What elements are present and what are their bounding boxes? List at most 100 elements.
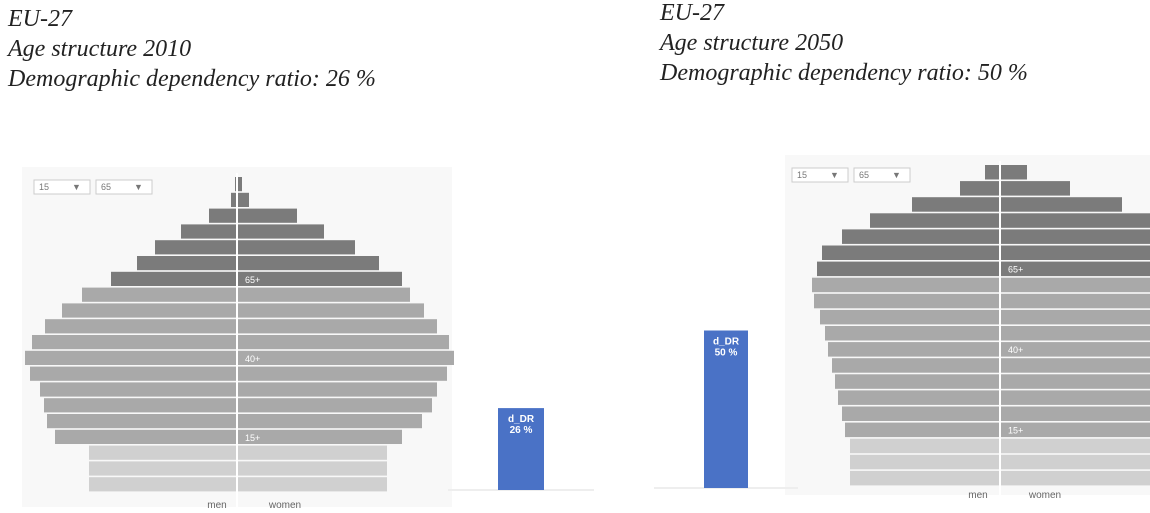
bar-women-70-74: [1000, 245, 1150, 260]
ratio-bar-name: d_DR: [713, 337, 740, 348]
bar-men-30-34: [835, 374, 1000, 389]
women-label: women: [268, 500, 301, 511]
bar-men-35-39: [30, 366, 237, 381]
bar-women-50-54: [237, 319, 437, 334]
bar-women-60-64: [1000, 277, 1150, 293]
caption-ratio: Demographic dependency ratio: 50 %: [660, 60, 1028, 86]
bar-men-50-54: [45, 319, 237, 334]
bar-men-0-4: [89, 477, 237, 492]
bar-women-10-14: [1000, 438, 1150, 454]
bar-women-40-44: [237, 350, 454, 365]
upper-age-select[interactable]: 65 ▼: [95, 179, 153, 195]
age-band-label: 15+: [245, 433, 260, 443]
bar-men-80-84: [181, 224, 237, 239]
bar-women-75-79: [237, 240, 355, 255]
bar-men-55-59: [62, 303, 237, 318]
bar-women-75-79: [1000, 229, 1150, 244]
age-band-label: 65+: [245, 275, 260, 285]
ratio-bar-value: 50 %: [715, 348, 738, 359]
bar-women-30-34: [1000, 374, 1150, 389]
bar-women-65-69: [237, 271, 402, 286]
bar-men-25-29: [44, 398, 237, 413]
select-value: 65: [859, 170, 869, 180]
lower-age-select[interactable]: 15 ▼: [791, 167, 849, 183]
caption-region: EU-27: [8, 6, 72, 32]
age-band-label: 15+: [1008, 426, 1023, 436]
select-box[interactable]: [791, 167, 849, 183]
bar-women-30-34: [237, 382, 437, 397]
ratio-bar-name: d_DR: [508, 414, 535, 425]
bar-men-15-19: [55, 429, 237, 444]
bar-women-55-59: [237, 303, 424, 318]
bar-women-15-19: [237, 429, 402, 444]
bar-women-20-24: [1000, 406, 1150, 421]
caption-2010: EU-27 Age structure 2010 Demographic dep…: [8, 4, 376, 94]
bar-women-95+: [1000, 165, 1027, 180]
bar-women-95+: [237, 177, 242, 192]
bar-men-65-69: [817, 261, 1000, 277]
select-value: 15: [797, 170, 807, 180]
men-label: men: [207, 500, 226, 511]
bar-women-55-59: [1000, 293, 1150, 309]
dependency-ratio-bar: [498, 408, 544, 490]
bar-men-20-24: [842, 406, 1000, 421]
chevron-down-icon: ▼: [72, 182, 81, 192]
upper-age-select[interactable]: 65 ▼: [853, 167, 911, 183]
bar-women-85-89: [1000, 197, 1122, 212]
bar-women-20-24: [237, 414, 422, 429]
caption-title: Age structure 2050: [660, 30, 844, 56]
bar-men-70-74: [137, 256, 237, 271]
bar-women-15-19: [1000, 422, 1150, 438]
select-value: 15: [39, 182, 49, 192]
bar-men-40-44: [828, 342, 1000, 357]
chevron-down-icon: ▼: [892, 170, 901, 180]
bar-women-50-54: [1000, 309, 1150, 325]
bar-men-5-9: [89, 461, 237, 476]
bar-women-60-64: [237, 287, 410, 302]
bar-men-30-34: [40, 382, 237, 397]
bar-men-10-14: [89, 445, 237, 460]
bar-women-25-29: [237, 398, 432, 413]
bar-men-75-79: [155, 240, 237, 255]
select-box[interactable]: [95, 179, 153, 195]
dependency-ratio-bar: [704, 330, 748, 488]
bar-men-55-59: [814, 293, 1000, 309]
bar-men-75-79: [842, 229, 1000, 244]
bar-men-10-14: [850, 438, 1000, 454]
caption-title: Age structure 2010: [8, 36, 192, 62]
chevron-down-icon: ▼: [134, 182, 143, 192]
bar-men-25-29: [838, 390, 1000, 405]
bar-women-70-74: [237, 256, 379, 271]
lower-age-select[interactable]: 15 ▼: [33, 179, 91, 195]
bar-women-25-29: [1000, 390, 1150, 405]
bar-men-85-89: [912, 197, 1000, 212]
bar-men-90-94: [231, 192, 237, 207]
bar-women-65-69: [1000, 261, 1150, 277]
bar-women-80-84: [1000, 213, 1150, 228]
bar-men-50-54: [820, 309, 1000, 325]
bar-men-60-64: [812, 277, 1000, 293]
age-band-label: 40+: [245, 354, 260, 364]
bar-women-10-14: [237, 445, 387, 460]
bar-men-65-69: [111, 271, 237, 286]
select-box[interactable]: [853, 167, 911, 183]
select-box[interactable]: [33, 179, 91, 195]
caption-region: EU-27: [660, 0, 724, 26]
bar-women-5-9: [1000, 454, 1150, 470]
bar-men-20-24: [47, 414, 237, 429]
bar-men-60-64: [82, 287, 237, 302]
bar-women-45-49: [237, 335, 449, 350]
age-band-label: 40+: [1008, 345, 1023, 355]
bar-men-40-44: [25, 350, 237, 365]
ratio-bar-value: 26 %: [510, 425, 533, 436]
bar-men-35-39: [832, 358, 1000, 373]
bar-women-40-44: [1000, 342, 1150, 357]
bar-women-5-9: [237, 461, 387, 476]
bar-men-90-94: [960, 181, 1000, 196]
bar-men-85-89: [209, 208, 237, 223]
bar-women-35-39: [237, 366, 447, 381]
bar-men-95+: [985, 165, 1000, 180]
select-value: 65: [101, 182, 111, 192]
